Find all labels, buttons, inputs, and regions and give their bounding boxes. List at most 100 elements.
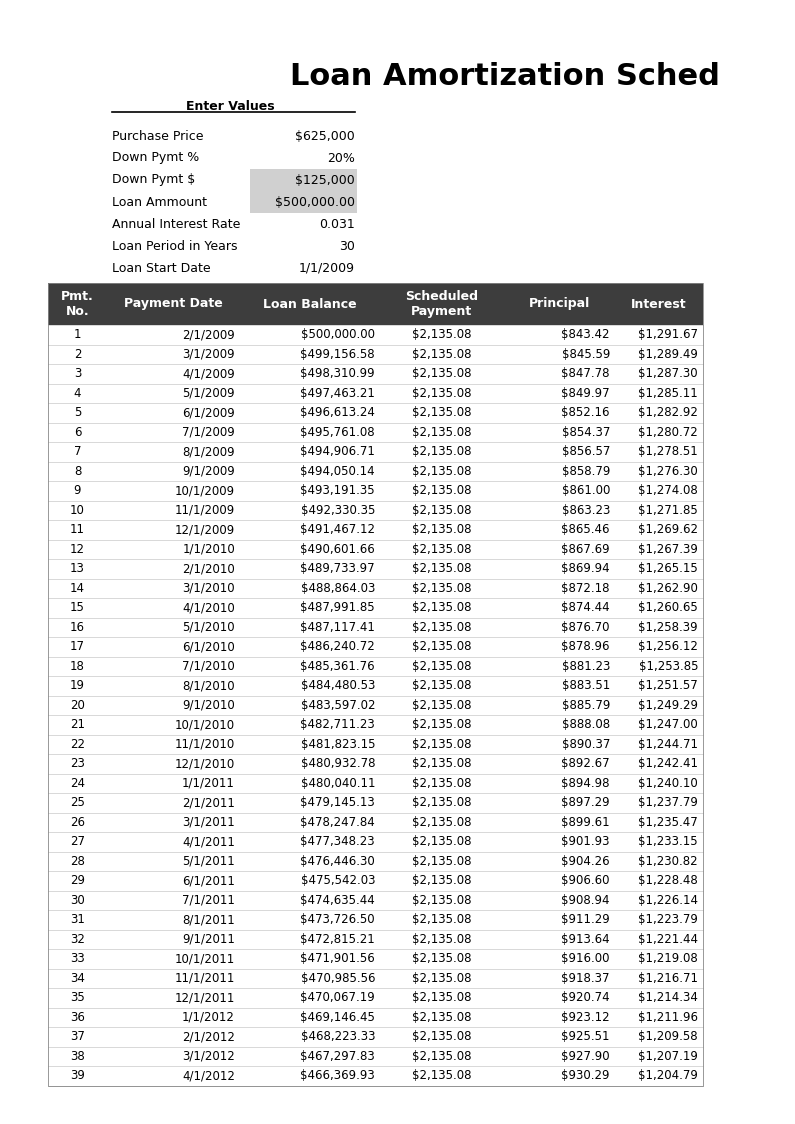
Text: 9/1/2010: 9/1/2010 <box>182 699 235 711</box>
Text: 4/1/2009: 4/1/2009 <box>182 368 235 380</box>
Text: $856.57: $856.57 <box>561 445 610 459</box>
Text: 28: 28 <box>70 854 85 868</box>
Text: 7/1/2010: 7/1/2010 <box>182 660 235 673</box>
Text: $491,467.12: $491,467.12 <box>300 524 375 536</box>
Text: $479,145.13: $479,145.13 <box>301 796 375 809</box>
Text: 10/1/2010: 10/1/2010 <box>175 718 235 732</box>
Text: Interest: Interest <box>631 298 687 310</box>
Text: $847.78: $847.78 <box>561 368 610 380</box>
Text: 32: 32 <box>70 933 85 945</box>
Text: $2,135.08: $2,135.08 <box>412 1069 471 1082</box>
Text: $1,230.82: $1,230.82 <box>638 854 698 868</box>
Text: 0.031: 0.031 <box>320 218 355 230</box>
Text: 10: 10 <box>70 504 85 517</box>
Text: $1,280.72: $1,280.72 <box>638 426 698 438</box>
Text: $2,135.08: $2,135.08 <box>412 328 471 342</box>
Text: Principal: Principal <box>529 298 590 310</box>
Text: 14: 14 <box>70 582 85 595</box>
Text: 9: 9 <box>74 484 81 497</box>
Text: $496,613.24: $496,613.24 <box>301 406 375 419</box>
Text: $482,711.23: $482,711.23 <box>301 718 375 732</box>
Text: Annual Interest Rate: Annual Interest Rate <box>112 218 240 230</box>
Text: $890.37: $890.37 <box>561 737 610 751</box>
Text: $474,635.44: $474,635.44 <box>301 894 375 907</box>
Text: 6/1/2011: 6/1/2011 <box>182 874 235 887</box>
Text: $930.29: $930.29 <box>561 1069 610 1082</box>
Text: $911.29: $911.29 <box>561 913 610 926</box>
Text: $487,117.41: $487,117.41 <box>301 620 375 634</box>
Text: $499,156.58: $499,156.58 <box>301 347 375 361</box>
Text: $901.93: $901.93 <box>561 835 610 849</box>
Text: $500,000.00: $500,000.00 <box>301 328 375 342</box>
Text: $861.00: $861.00 <box>561 484 610 497</box>
Text: $2,135.08: $2,135.08 <box>412 601 471 614</box>
Text: 2/1/2009: 2/1/2009 <box>182 328 235 342</box>
Text: $487,991.85: $487,991.85 <box>301 601 375 614</box>
Text: $497,463.21: $497,463.21 <box>301 387 375 400</box>
Text: 5: 5 <box>74 406 81 419</box>
Text: $470,985.56: $470,985.56 <box>301 972 375 985</box>
Text: 4/1/2010: 4/1/2010 <box>182 601 235 614</box>
Text: Down Pymt %: Down Pymt % <box>112 152 200 164</box>
Text: $481,823.15: $481,823.15 <box>301 737 375 751</box>
Text: Loan Start Date: Loan Start Date <box>112 262 211 274</box>
Text: $2,135.08: $2,135.08 <box>412 737 471 751</box>
Text: 35: 35 <box>70 991 85 1004</box>
Text: $485,361.76: $485,361.76 <box>301 660 375 673</box>
Text: 37: 37 <box>70 1031 85 1043</box>
Text: Scheduled
Payment: Scheduled Payment <box>405 290 478 318</box>
Text: 8: 8 <box>74 464 81 478</box>
Text: $2,135.08: $2,135.08 <box>412 445 471 459</box>
Text: 25: 25 <box>70 796 85 809</box>
Text: $472,815.21: $472,815.21 <box>301 933 375 945</box>
Text: $2,135.08: $2,135.08 <box>412 524 471 536</box>
Text: $918.37: $918.37 <box>561 972 610 985</box>
Text: 29: 29 <box>70 874 85 887</box>
Text: $480,932.78: $480,932.78 <box>301 758 375 770</box>
Text: $1,291.67: $1,291.67 <box>638 328 698 342</box>
Text: Enter Values: Enter Values <box>186 100 274 114</box>
Text: 17: 17 <box>70 641 85 653</box>
Text: 11/1/2011: 11/1/2011 <box>175 972 235 985</box>
Text: Loan Balance: Loan Balance <box>263 298 357 310</box>
Text: $1,216.71: $1,216.71 <box>638 972 698 985</box>
Text: 20: 20 <box>70 699 85 711</box>
Text: $865.46: $865.46 <box>561 524 610 536</box>
Bar <box>48 283 703 325</box>
Text: 5/1/2011: 5/1/2011 <box>182 854 235 868</box>
Text: $2,135.08: $2,135.08 <box>412 562 471 575</box>
Text: $486,240.72: $486,240.72 <box>301 641 375 653</box>
Text: Loan Period in Years: Loan Period in Years <box>112 239 238 253</box>
Bar <box>48 283 703 1086</box>
Text: $1,256.12: $1,256.12 <box>638 641 698 653</box>
Text: $852.16: $852.16 <box>561 406 610 419</box>
Text: $845.59: $845.59 <box>561 347 610 361</box>
Text: $1,211.96: $1,211.96 <box>638 1010 698 1024</box>
Text: $2,135.08: $2,135.08 <box>412 913 471 926</box>
Text: $495,761.08: $495,761.08 <box>301 426 375 438</box>
Text: 4/1/2011: 4/1/2011 <box>182 835 235 849</box>
Text: 18: 18 <box>70 660 85 673</box>
Text: $2,135.08: $2,135.08 <box>412 641 471 653</box>
Text: $2,135.08: $2,135.08 <box>412 582 471 595</box>
Text: $1,278.51: $1,278.51 <box>638 445 698 459</box>
Text: 12/1/2009: 12/1/2009 <box>175 524 235 536</box>
Text: $483,597.02: $483,597.02 <box>301 699 375 711</box>
Text: $1,262.90: $1,262.90 <box>638 582 698 595</box>
Text: $1,204.79: $1,204.79 <box>638 1069 698 1082</box>
Text: $2,135.08: $2,135.08 <box>412 368 471 380</box>
Text: $2,135.08: $2,135.08 <box>412 504 471 517</box>
Text: $869.94: $869.94 <box>561 562 610 575</box>
Text: $1,258.39: $1,258.39 <box>638 620 698 634</box>
Text: 1/1/2009: 1/1/2009 <box>299 262 355 274</box>
Text: $885.79: $885.79 <box>561 699 610 711</box>
Text: $904.26: $904.26 <box>561 854 610 868</box>
Text: $883.51: $883.51 <box>562 679 610 692</box>
Text: $500,000.00: $500,000.00 <box>275 196 355 208</box>
Text: $2,135.08: $2,135.08 <box>412 991 471 1004</box>
Text: 1/1/2011: 1/1/2011 <box>182 777 235 790</box>
Text: 11/1/2010: 11/1/2010 <box>175 737 235 751</box>
Text: $490,601.66: $490,601.66 <box>301 543 375 555</box>
Text: $908.94: $908.94 <box>561 894 610 907</box>
Text: 20%: 20% <box>327 152 355 164</box>
